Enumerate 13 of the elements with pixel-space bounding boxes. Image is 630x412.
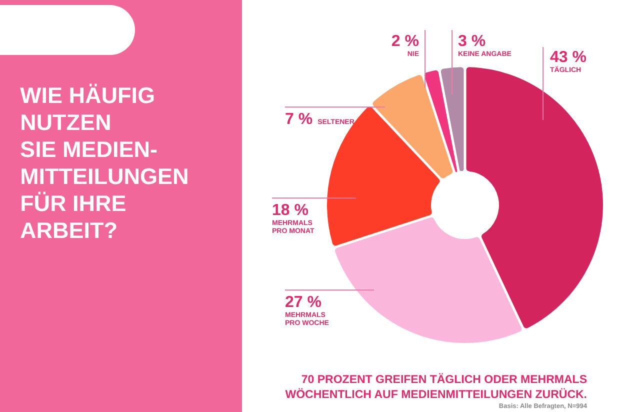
- data-label: 3 %: [458, 33, 486, 50]
- text: WIE HÄUFIG NUTZEN SIE MEDIEN- MITTEILUNGEN FÜR IHRE ARBEIT?: [20, 83, 189, 243]
- text: 70 PROZENT GREIFEN TÄGLICH ODER MEHRMALS WÖCHENTLICH AUF MEDIENMITTEILUNGEN ZURÜCK.: [285, 373, 588, 401]
- donut-slice: [334, 217, 522, 343]
- data-label: 43 %: [550, 49, 586, 66]
- donut-slice: [372, 74, 453, 178]
- data-label: 2 %: [391, 33, 419, 50]
- donut-slice: [440, 67, 464, 172]
- donut-slice: [466, 67, 603, 328]
- data-label: 27 %: [285, 294, 322, 311]
- data-label: 7 %: [285, 111, 313, 128]
- donut-slice: [424, 70, 458, 172]
- data-label: 18 %: [272, 202, 308, 219]
